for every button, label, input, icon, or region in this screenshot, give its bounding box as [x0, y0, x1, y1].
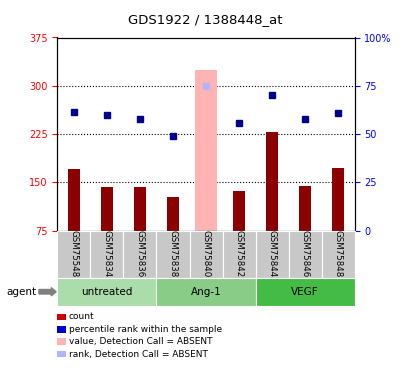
Text: GSM75548: GSM75548 — [69, 230, 78, 278]
Bar — [156, 231, 189, 278]
Bar — [255, 278, 354, 306]
Bar — [57, 231, 90, 278]
Bar — [222, 231, 255, 278]
Bar — [67, 170, 80, 231]
Bar — [90, 231, 123, 278]
Bar — [255, 231, 288, 278]
Bar — [156, 278, 255, 306]
Text: rank, Detection Call = ABSENT: rank, Detection Call = ABSENT — [69, 350, 207, 358]
Text: untreated: untreated — [81, 286, 132, 297]
Bar — [265, 132, 278, 231]
Text: VEGF: VEGF — [290, 286, 318, 297]
Bar — [101, 187, 113, 231]
Text: GSM75840: GSM75840 — [201, 230, 210, 278]
Text: agent: agent — [6, 287, 36, 297]
Text: GSM75844: GSM75844 — [267, 230, 276, 278]
Bar — [57, 278, 156, 306]
Bar — [133, 188, 146, 231]
Text: count: count — [69, 312, 94, 321]
Text: GSM75848: GSM75848 — [333, 230, 342, 278]
Bar — [321, 231, 354, 278]
Text: GDS1922 / 1388448_at: GDS1922 / 1388448_at — [128, 13, 281, 26]
Text: percentile rank within the sample: percentile rank within the sample — [69, 325, 221, 334]
Text: GSM75842: GSM75842 — [234, 230, 243, 278]
Bar — [331, 168, 344, 231]
Text: GSM75838: GSM75838 — [168, 230, 177, 278]
Text: GSM75836: GSM75836 — [135, 230, 144, 278]
Bar — [166, 196, 179, 231]
Text: Ang-1: Ang-1 — [190, 286, 221, 297]
Text: GSM75834: GSM75834 — [102, 230, 111, 278]
Bar — [123, 231, 156, 278]
Text: value, Detection Call = ABSENT: value, Detection Call = ABSENT — [69, 337, 212, 346]
Bar — [232, 191, 245, 231]
Bar — [288, 231, 321, 278]
Bar — [298, 186, 310, 231]
Bar — [195, 70, 216, 231]
Bar — [189, 231, 222, 278]
Text: GSM75846: GSM75846 — [300, 230, 309, 278]
